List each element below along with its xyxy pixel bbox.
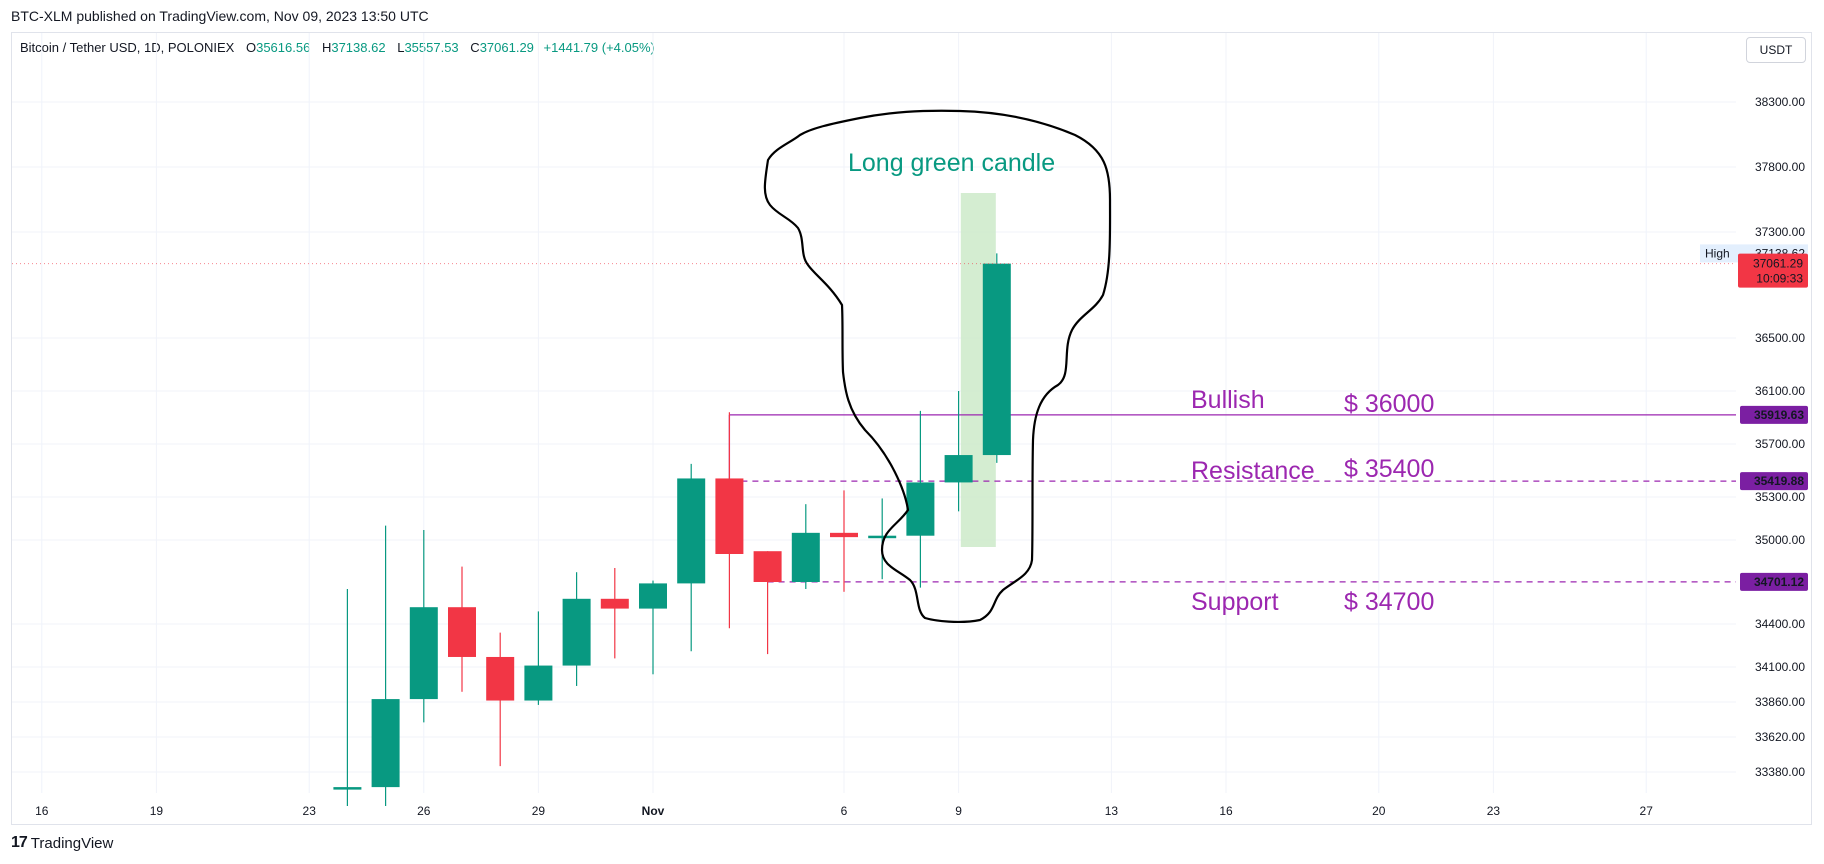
candle-note: Long green candle bbox=[848, 149, 1055, 177]
bullish-price: $ 36000 bbox=[1344, 390, 1434, 418]
date-tick-label: 29 bbox=[532, 804, 546, 818]
candle-body bbox=[677, 478, 706, 584]
price-tick-label: 33620.00 bbox=[1755, 730, 1805, 744]
candle-body bbox=[562, 598, 591, 666]
date-tick-label: 23 bbox=[1487, 804, 1501, 818]
date-tick-label: 13 bbox=[1105, 804, 1119, 818]
countdown-value: 10:09:33 bbox=[1756, 272, 1803, 286]
candle-body bbox=[371, 699, 400, 788]
level-tag-bg-bullish bbox=[1740, 405, 1808, 424]
candle-body bbox=[830, 532, 858, 538]
change-value: +1441.79 (+4.05%) bbox=[543, 40, 655, 55]
hand-drawn-outline bbox=[763, 109, 1112, 624]
bullish-label: Bullish bbox=[1191, 386, 1265, 414]
candle-body bbox=[944, 455, 973, 483]
grid bbox=[12, 33, 1736, 793]
level-tag-bg-resistance bbox=[1740, 472, 1808, 491]
price-tick-label: 35300.00 bbox=[1755, 490, 1805, 504]
date-tick-label: Nov bbox=[642, 804, 665, 818]
date-tick-label: 20 bbox=[1372, 804, 1386, 818]
close-label: C bbox=[470, 40, 480, 55]
date-tick-label: 16 bbox=[1219, 804, 1233, 818]
date-tick-label: 16 bbox=[35, 804, 49, 818]
open-label: O bbox=[245, 40, 257, 55]
price-tick-label: 35000.00 bbox=[1755, 533, 1805, 547]
price-tick-label: 37800.00 bbox=[1755, 160, 1805, 174]
date-tick-label: 6 bbox=[841, 804, 848, 818]
resistance-price: $ 35400 bbox=[1344, 455, 1434, 483]
support-label: Support bbox=[1191, 588, 1279, 616]
price-tick-label: 38300.00 bbox=[1755, 95, 1805, 109]
date-tick-label: 26 bbox=[417, 804, 431, 818]
support-price: $ 34700 bbox=[1344, 588, 1434, 616]
tradingview-brand[interactable]: 17 TradingView bbox=[11, 834, 113, 852]
brand-name: TradingView bbox=[30, 834, 114, 852]
time-axis: 16 19 23 26 29 Nov 6 9 13 16 20 23 27 bbox=[35, 804, 1653, 818]
candle-body bbox=[791, 532, 820, 582]
candles bbox=[333, 253, 1011, 806]
date-tick-label: 9 bbox=[955, 804, 962, 818]
freehand-drawing bbox=[763, 109, 1112, 624]
high-label: H bbox=[321, 40, 332, 55]
publisher-line: BTC-XLM published on TradingView.com, No… bbox=[11, 8, 429, 24]
low-value: 35557.53 bbox=[404, 40, 459, 55]
candle-body bbox=[982, 263, 1011, 456]
tradingview-logo-icon: 17 bbox=[11, 834, 28, 851]
date-tick-label: 27 bbox=[1640, 804, 1654, 818]
date-tick-label: 23 bbox=[303, 804, 317, 818]
price-tick-label: 35700.00 bbox=[1755, 437, 1805, 451]
date-tick-label: 19 bbox=[150, 804, 164, 818]
candle-body bbox=[486, 656, 515, 701]
candle-body bbox=[715, 478, 744, 554]
price-tick-label: 36100.00 bbox=[1755, 384, 1805, 398]
candle-body bbox=[448, 607, 476, 657]
candle-body bbox=[409, 607, 438, 700]
candle-body bbox=[639, 583, 667, 609]
price-tick-label: 34400.00 bbox=[1755, 617, 1805, 631]
text-annotations: Long green candle Bullish $ 36000 Resist… bbox=[848, 149, 1434, 616]
level-tag-bg-support bbox=[1740, 572, 1808, 591]
candle-body bbox=[906, 482, 935, 536]
last-price-tag-bg bbox=[1738, 253, 1808, 288]
symbol-name[interactable]: Bitcoin / Tether USD, 1D, POLONIEX bbox=[20, 40, 235, 55]
level-tag-resistance: 35419.88 bbox=[1754, 474, 1804, 488]
level-tag-bullish: 35919.63 bbox=[1754, 408, 1804, 422]
candle-body bbox=[600, 598, 629, 609]
price-axis: 38300.00 37800.00 37300.00 36500.00 36100.00… bbox=[1755, 95, 1805, 779]
level-tag-support: 34701.12 bbox=[1754, 575, 1804, 589]
high-tag-label: High bbox=[1705, 246, 1730, 260]
candle-body bbox=[753, 551, 782, 582]
close-value: 37061.29 bbox=[479, 40, 534, 55]
open-value: 35616.56 bbox=[256, 40, 311, 55]
price-tick-label: 34100.00 bbox=[1755, 660, 1805, 674]
price-tags: High 37138.6237061.2910:09:3335919.633541… bbox=[12, 244, 1808, 591]
resistance-label: Resistance bbox=[1191, 457, 1315, 485]
level-lines bbox=[719, 414, 1736, 583]
candle-body bbox=[868, 535, 897, 539]
price-tick-label: 33380.00 bbox=[1755, 765, 1805, 779]
candle-body bbox=[333, 787, 362, 790]
candle-body bbox=[524, 665, 553, 701]
low-label: L bbox=[397, 40, 405, 55]
price-tick-label: 37300.00 bbox=[1755, 225, 1805, 239]
currency-button[interactable]: USDT bbox=[1746, 37, 1806, 63]
price-tick-label: 36500.00 bbox=[1755, 331, 1805, 345]
chart-frame bbox=[11, 32, 1812, 825]
price-tick-label: 33860.00 bbox=[1755, 695, 1805, 709]
symbol-legend: Bitcoin / Tether USD, 1D, POLONIEX O3561… bbox=[20, 40, 655, 55]
high-value: 37138.62 bbox=[331, 40, 386, 55]
last-price-value: 37061.29 bbox=[1753, 257, 1803, 271]
